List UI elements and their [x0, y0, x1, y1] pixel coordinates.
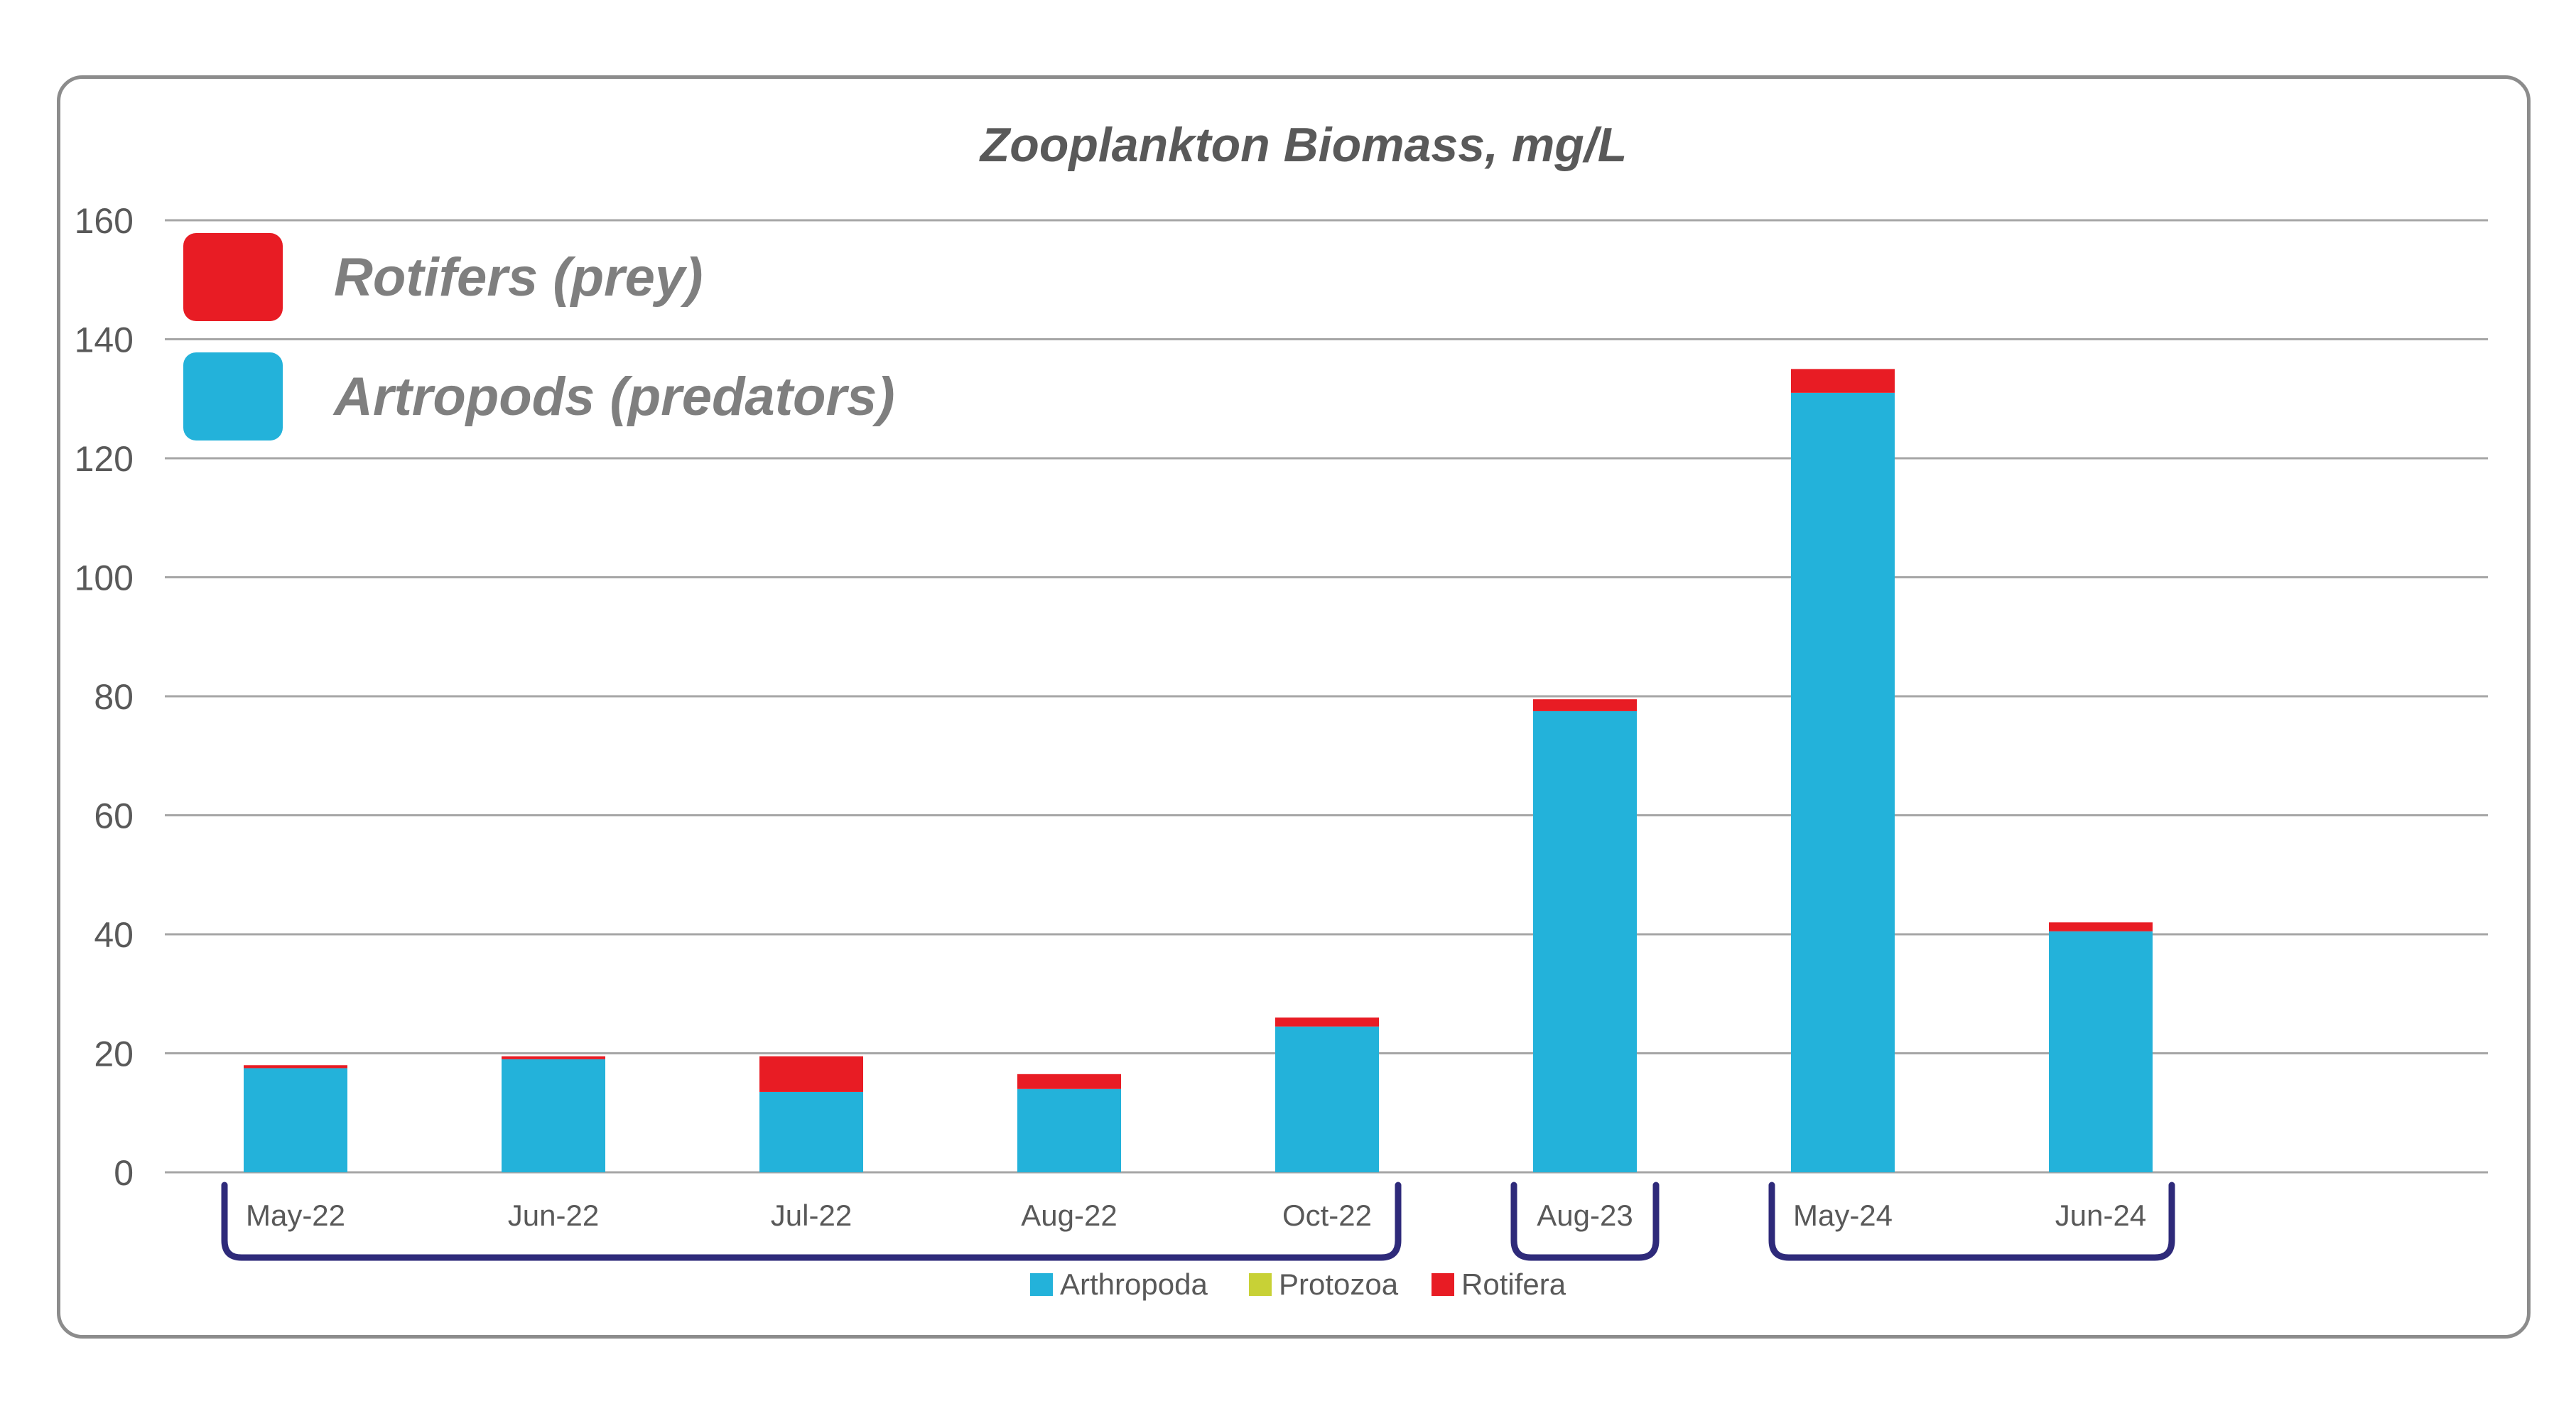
- x-tick-label-oct-22: Oct-22: [1282, 1199, 1372, 1232]
- legend-label-rotifera: Rotifera: [1461, 1268, 1566, 1301]
- legend-label-arthropoda: Arthropoda: [1060, 1268, 1208, 1301]
- category-brackets: [221, 1182, 2175, 1261]
- bar-rotifera-jun-22: [502, 1056, 605, 1059]
- y-tick-label-60: 60: [94, 796, 134, 836]
- bar-rotifera-may-22: [244, 1065, 347, 1069]
- legend: Arthropoda Protozoa Rotifera: [1030, 1268, 1566, 1301]
- bar-arthropoda-jun-24: [2049, 931, 2153, 1172]
- legend-swatch-arthropoda: [1030, 1273, 1053, 1296]
- category-bracket-3: [1768, 1182, 2175, 1261]
- bar-rotifera-may-24: [1791, 369, 1895, 393]
- legend-swatch-protozoa: [1249, 1273, 1272, 1296]
- legend-swatch-rotifera: [1432, 1273, 1454, 1296]
- bar-rotifera-jun-24: [2049, 922, 2153, 931]
- annotation-label-2: Artropods (predators): [332, 367, 895, 427]
- bar-arthropoda-jul-22: [759, 1091, 863, 1172]
- bar-arthropoda-may-22: [244, 1068, 347, 1172]
- y-tick-label-120: 120: [75, 439, 134, 479]
- x-tick-label-may-22: May-22: [246, 1199, 345, 1232]
- x-tick-label-jun-22: Jun-22: [508, 1199, 599, 1232]
- bar-arthropoda-oct-22: [1275, 1026, 1379, 1172]
- y-axis-ticks: 0 20 40 60 80 100 120 140 160: [75, 201, 134, 1193]
- x-tick-label-aug-23: Aug-23: [1537, 1199, 1633, 1232]
- category-bracket-1: [221, 1182, 1402, 1261]
- y-tick-label-40: 40: [94, 915, 134, 955]
- y-tick-label-100: 100: [75, 558, 134, 598]
- annotations: Rotifers (prey) Artropods (predators): [183, 233, 895, 441]
- bar-rotifera-oct-22: [1275, 1017, 1379, 1027]
- chart-title: Zooplankton Biomass, mg/L: [979, 118, 1628, 172]
- bar-arthropoda-aug-23: [1533, 710, 1637, 1172]
- y-tick-label-140: 140: [75, 320, 134, 360]
- bar-arthropoda-jun-22: [502, 1059, 605, 1172]
- y-tick-label-160: 160: [75, 201, 134, 241]
- annotation-swatch-1: [183, 233, 283, 321]
- annotation-swatch-2: [183, 352, 283, 441]
- chart-frame: [57, 75, 2531, 1339]
- bar-arthropoda-may-24: [1791, 392, 1895, 1172]
- x-tick-label-jun-24: Jun-24: [2055, 1199, 2146, 1232]
- bar-rotifera-aug-23: [1533, 699, 1637, 711]
- annotation-label-1: Rotifers (prey): [334, 247, 703, 308]
- x-tick-label-may-24: May-24: [1793, 1199, 1893, 1232]
- legend-label-protozoa: Protozoa: [1279, 1268, 1399, 1301]
- x-tick-label-jul-22: Jul-22: [771, 1199, 852, 1232]
- bar-rotifera-aug-22: [1017, 1074, 1121, 1089]
- x-tick-label-aug-22: Aug-22: [1021, 1199, 1117, 1232]
- category-bracket-2: [1510, 1182, 1660, 1261]
- y-tick-label-20: 20: [94, 1034, 134, 1074]
- bar-rotifera-jul-22: [759, 1056, 863, 1092]
- y-tick-label-0: 0: [114, 1153, 134, 1193]
- x-axis-ticks: May-22 Jun-22 Jul-22 Aug-22 Oct-22 Aug-23 May-…: [246, 1199, 2146, 1232]
- y-tick-label-80: 80: [94, 677, 134, 717]
- bar-arthropoda-aug-22: [1017, 1088, 1121, 1172]
- bars: [244, 369, 2153, 1172]
